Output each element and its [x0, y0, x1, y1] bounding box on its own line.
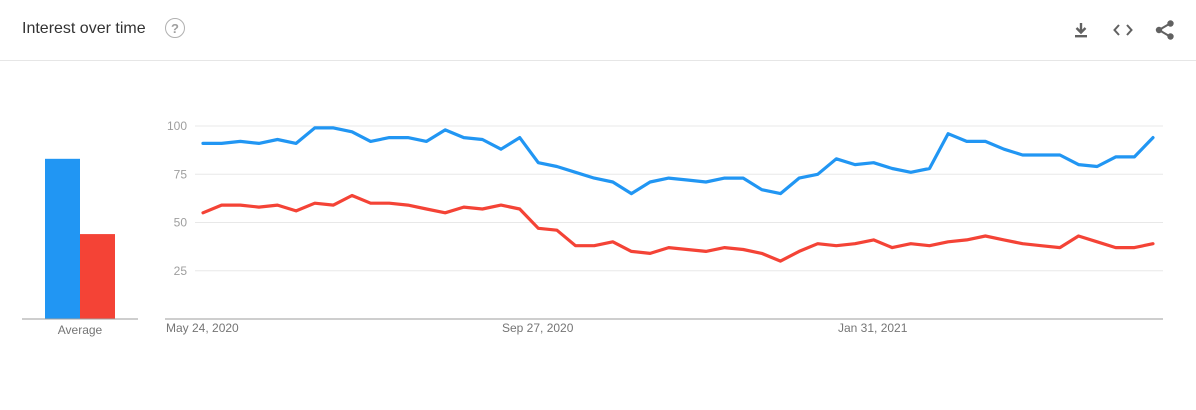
card-header: Interest over time ?: [0, 0, 1196, 61]
help-icon[interactable]: ?: [165, 18, 185, 38]
x-tick-label: Jan 31, 2021: [838, 321, 908, 335]
y-tick-label: 100: [167, 119, 187, 133]
series-line: [201, 193, 1155, 263]
x-tick-label: Sep 27, 2020: [502, 321, 574, 335]
y-tick-label: 50: [174, 216, 188, 230]
card-title: Interest over time: [22, 20, 146, 37]
x-tick-label: May 24, 2020: [166, 321, 239, 335]
download-icon[interactable]: [1067, 16, 1095, 44]
average-bar: [80, 234, 115, 319]
share-icon[interactable]: [1151, 16, 1179, 44]
average-label: Average: [58, 323, 103, 337]
embed-code-icon[interactable]: [1109, 16, 1137, 44]
y-tick-label: 75: [174, 167, 188, 181]
series-line: [201, 126, 1155, 196]
y-tick-label: 25: [174, 264, 188, 278]
average-bar: [45, 158, 80, 319]
